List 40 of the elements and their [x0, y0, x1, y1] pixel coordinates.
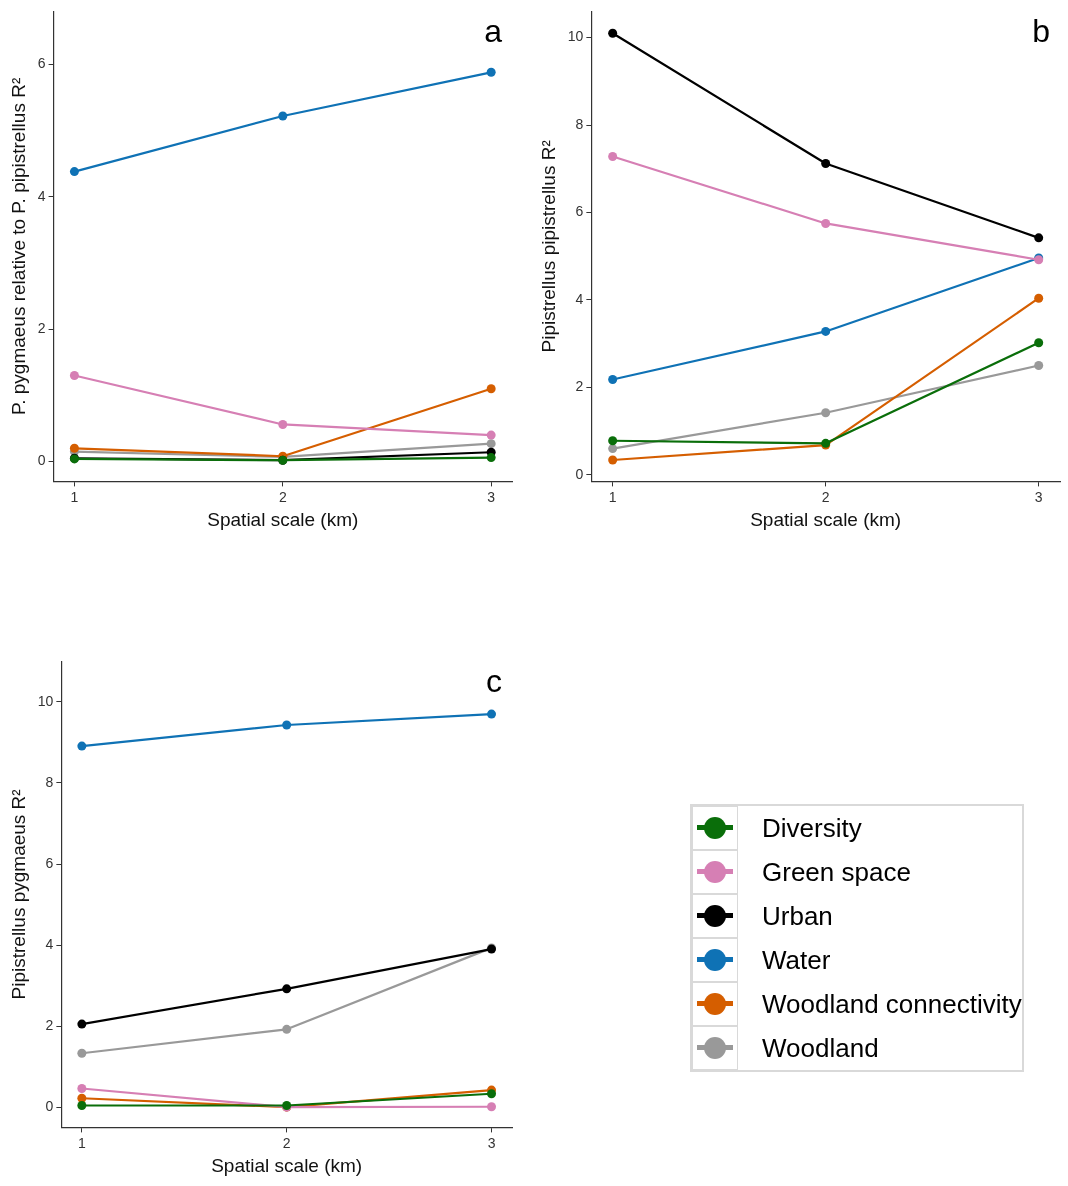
x-axis-title: Spatial scale (km) [207, 508, 359, 530]
y-tick-label: 4 [45, 935, 54, 952]
y-tick-label: 8 [575, 115, 584, 132]
y-tick-label: 0 [575, 465, 584, 482]
y-tick-label: 6 [575, 203, 584, 220]
x-tick-label: 1 [77, 1134, 86, 1151]
x-tick-label: 3 [487, 1134, 496, 1151]
legend-label: Urban [762, 900, 833, 932]
y-tick-label: 2 [575, 378, 584, 395]
y-tick-label: 2 [37, 320, 46, 337]
y-tick-label: 0 [37, 452, 46, 469]
legend-label: Woodland [762, 1032, 879, 1064]
y-axis-title: P. pygmaeus relative to P. pipistrellus R² [7, 77, 29, 416]
y-axis-title: Pipistrellus pipistrellus R² [537, 140, 559, 353]
x-tick-label: 3 [487, 488, 496, 505]
x-tick-label: 3 [1034, 488, 1043, 505]
legend-label: Water [762, 944, 831, 976]
x-tick-label: 1 [608, 488, 617, 505]
y-tick-label: 6 [37, 55, 46, 72]
x-axis-title: Spatial scale (km) [211, 1154, 363, 1176]
x-tick-label: 1 [70, 488, 79, 505]
y-tick-label: 8 [45, 773, 54, 790]
legend-label: Green space [762, 856, 911, 888]
y-tick-label: 10 [567, 28, 584, 45]
y-tick-label: 6 [45, 854, 54, 871]
y-tick-label: 4 [37, 187, 46, 204]
annotation: c [486, 663, 502, 700]
annotation: b [1032, 13, 1050, 50]
x-tick-label: 2 [821, 488, 830, 505]
y-tick-label: 4 [575, 290, 584, 307]
y-tick-label: 0 [45, 1098, 54, 1114]
x-axis-title: Spatial scale (km) [750, 508, 902, 530]
legend-label: Diversity [762, 812, 862, 844]
legend-label: Woodland connectivity [762, 988, 1022, 1020]
x-tick-label: 2 [278, 488, 287, 505]
y-tick-label: 2 [45, 1016, 54, 1033]
x-tick-label: 2 [282, 1134, 291, 1151]
annotation: a [484, 13, 503, 50]
y-axis-title: Pipistrellus pygmaeus R² [7, 789, 29, 1000]
y-tick-label: 10 [37, 692, 54, 709]
